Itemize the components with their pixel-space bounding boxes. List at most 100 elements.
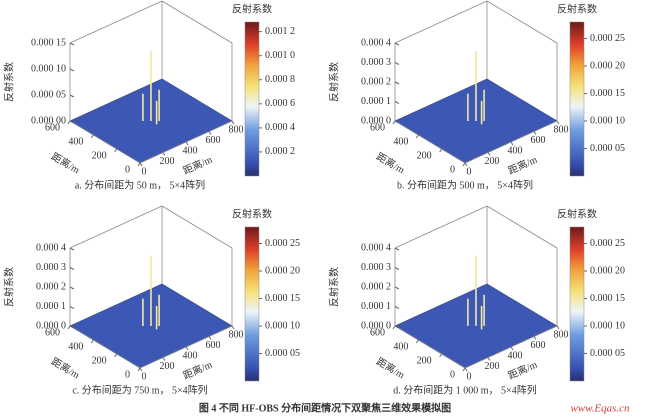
colorbar-tick-label: 0.000 15 bbox=[265, 293, 300, 304]
x-axis-label: 距离/m bbox=[506, 358, 539, 382]
x-tick bbox=[487, 152, 491, 156]
x-tick-label: 400 bbox=[183, 350, 198, 361]
panel: 0.000 00 0.000 05 0.000 10 0.000 15 反射系数 0 200… bbox=[2, 0, 295, 191]
z-tick-label: 0.000 2 bbox=[361, 76, 391, 87]
x-tick bbox=[533, 336, 537, 340]
watermark: www.Eqas.cn bbox=[570, 403, 630, 415]
z-tick-label: 0.000 4 bbox=[36, 242, 66, 253]
colorbar-title: 反射系数 bbox=[232, 207, 272, 220]
x-tick-label: 0 bbox=[467, 166, 472, 177]
y-tick-label: 400 bbox=[393, 341, 408, 352]
y-tick-label: 0 bbox=[125, 369, 130, 380]
x-tick bbox=[208, 131, 212, 135]
x-tick bbox=[487, 357, 491, 361]
z-tick bbox=[69, 286, 75, 290]
z-tick-label: 0.000 3 bbox=[361, 262, 391, 273]
colorbar-title: 反射系数 bbox=[557, 207, 597, 220]
x-tick bbox=[185, 346, 189, 351]
x-tick bbox=[510, 141, 514, 146]
x-tick bbox=[231, 325, 235, 330]
colorbar-tick-label: 0.000 15 bbox=[590, 293, 625, 304]
x-tick-label: 0 bbox=[142, 371, 147, 382]
panel-caption: a. 分布间距为 50 m， 5×4阵列 bbox=[75, 178, 205, 191]
x-tick-label: 200 bbox=[485, 156, 500, 167]
panel-caption: b. 分布间距为 500 m， 5×4阵列 bbox=[397, 178, 533, 191]
x-tick bbox=[208, 336, 212, 340]
x-tick-label: 200 bbox=[160, 156, 175, 167]
y-tick-label: 400 bbox=[68, 136, 83, 147]
colorbar bbox=[569, 21, 585, 177]
box-edge bbox=[394, 0, 488, 44]
y-tick bbox=[114, 148, 118, 153]
z-tick bbox=[69, 94, 75, 98]
z-tick bbox=[394, 62, 400, 65]
y-tick bbox=[439, 353, 443, 358]
panel: 0.000 0 0.000 1 0.000 2 0.000 3 0.000 4 反射系数 0… bbox=[327, 0, 625, 191]
box-edge bbox=[486, 205, 558, 249]
colorbar-tick-label: 0.000 6 bbox=[265, 98, 295, 109]
box-edge bbox=[69, 325, 141, 369]
z-tick bbox=[394, 286, 400, 290]
colorbar-tick-label: 0.000 10 bbox=[590, 115, 625, 126]
x-tick bbox=[464, 367, 468, 372]
y-tick-label: 600 bbox=[370, 327, 385, 338]
x-axis-label: 距离/m bbox=[181, 358, 214, 382]
box-edge bbox=[69, 120, 141, 164]
colorbar-tick-label: 0.000 20 bbox=[590, 60, 625, 71]
x-axis-label: 距离/m bbox=[506, 153, 539, 177]
y-tick bbox=[415, 339, 419, 344]
box-edge bbox=[69, 205, 163, 249]
colorbar-tick-label: 0.000 25 bbox=[590, 238, 625, 249]
y-axis-label: 距离/m bbox=[49, 355, 82, 382]
z-tick-label: 0.000 1 bbox=[361, 96, 391, 107]
z-tick-label: 0.000 4 bbox=[361, 37, 391, 48]
colorbar-tick-label: 0.000 05 bbox=[590, 348, 625, 359]
x-tick-label: 600 bbox=[206, 340, 221, 351]
y-tick-label: 0 bbox=[450, 164, 455, 175]
panel-caption: d. 分布间距为 1 000 m， 5×4阵列 bbox=[393, 383, 536, 396]
z-tick-label: 0.000 3 bbox=[361, 57, 391, 68]
z-tick bbox=[69, 325, 75, 329]
y-tick bbox=[462, 367, 466, 372]
x-tick-label: 800 bbox=[554, 124, 569, 135]
z-tick bbox=[69, 247, 75, 251]
z-tick bbox=[69, 68, 75, 72]
x-tick bbox=[139, 367, 143, 372]
x-tick-label: 800 bbox=[554, 329, 569, 340]
x-tick bbox=[510, 346, 514, 351]
x-tick-label: 800 bbox=[229, 124, 244, 135]
z-axis-label: 反射系数 bbox=[327, 267, 340, 307]
z-axis-label: 反射系数 bbox=[2, 62, 15, 102]
y-tick bbox=[90, 339, 94, 344]
y-tick-label: 600 bbox=[45, 327, 60, 338]
colorbar-tick-label: 0.000 4 bbox=[265, 122, 295, 133]
y-tick bbox=[67, 325, 71, 330]
figure-caption: 图 4 不同 HF-OBS 分布间距情况下双聚焦三维效果模拟图 bbox=[199, 401, 451, 414]
y-tick-label: 400 bbox=[68, 341, 83, 352]
z-tick-label: 0.000 0 bbox=[361, 320, 391, 331]
z-tick bbox=[394, 247, 400, 251]
y-axis-label: 距离/m bbox=[374, 355, 407, 382]
x-tick-label: 600 bbox=[206, 135, 221, 146]
x-tick-label: 200 bbox=[485, 361, 500, 372]
x-axis-label: 距离/m bbox=[181, 153, 214, 177]
z-tick bbox=[394, 81, 400, 85]
y-axis-label: 距离/m bbox=[374, 150, 407, 177]
x-tick bbox=[556, 120, 560, 125]
box-edge bbox=[486, 0, 558, 44]
box-edge bbox=[69, 0, 163, 44]
z-tick-label: 0.000 0 bbox=[361, 115, 391, 126]
z-tick bbox=[394, 120, 400, 124]
z-tick-label: 0.000 3 bbox=[36, 262, 66, 273]
colorbar bbox=[569, 226, 585, 382]
colorbar-tick-label: 0.000 15 bbox=[590, 88, 625, 99]
x-tick bbox=[139, 162, 143, 167]
z-tick-label: 0.000 1 bbox=[36, 301, 66, 312]
box-edge bbox=[161, 0, 233, 44]
y-tick-label: 200 bbox=[417, 355, 432, 366]
colorbar-tick-label: 0.000 05 bbox=[265, 348, 300, 359]
panel-caption: c. 分布间距为 750 m， 5×4阵列 bbox=[72, 383, 207, 396]
z-tick-label: 0.000 15 bbox=[31, 37, 66, 48]
z-tick bbox=[69, 120, 75, 124]
y-tick-label: 200 bbox=[92, 355, 107, 366]
